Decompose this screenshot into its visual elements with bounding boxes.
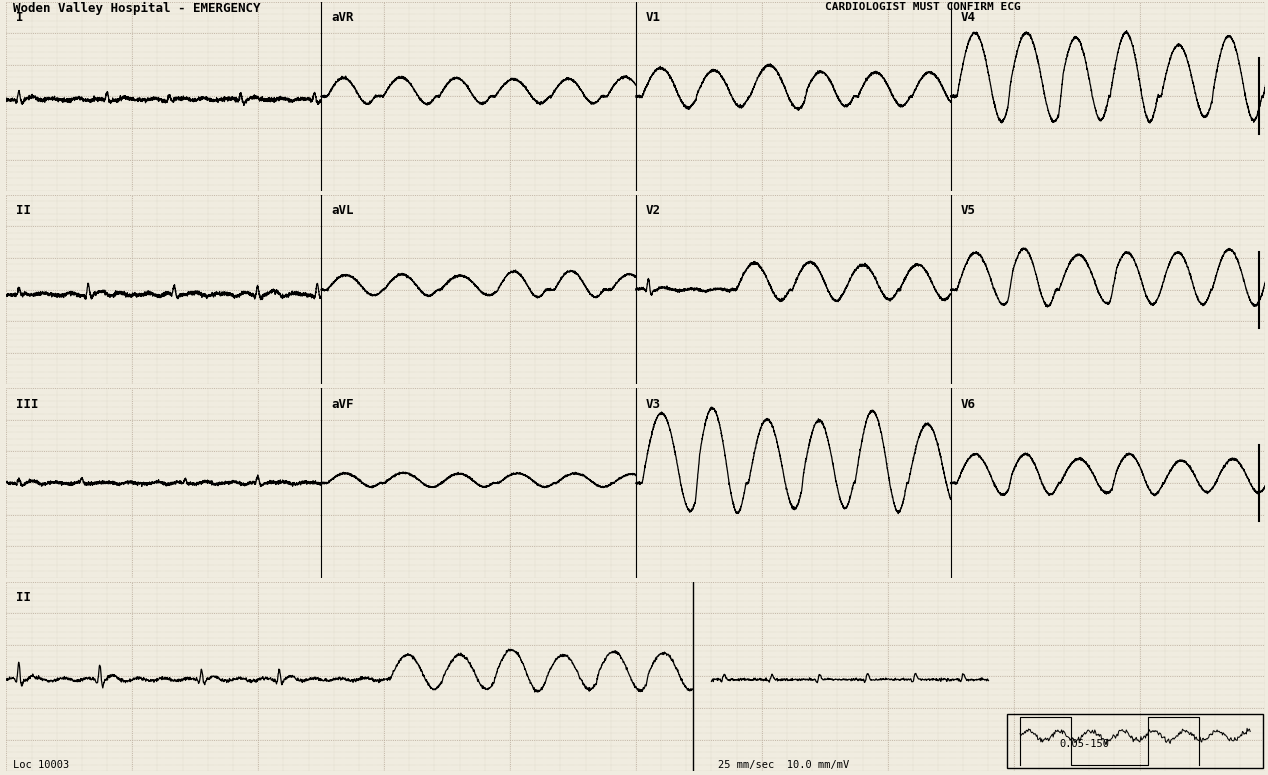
Text: aVF: aVF bbox=[331, 398, 354, 411]
Text: Loc 10003: Loc 10003 bbox=[13, 760, 68, 770]
Text: Woden Valley Hospital - EMERGENCY: Woden Valley Hospital - EMERGENCY bbox=[13, 2, 260, 16]
Text: II: II bbox=[16, 205, 32, 217]
Text: 25 mm/sec  10.0 mm/mV: 25 mm/sec 10.0 mm/mV bbox=[718, 760, 850, 770]
Bar bbox=[1007, 715, 1263, 768]
Text: aVL: aVL bbox=[331, 205, 354, 217]
Text: aVR: aVR bbox=[331, 11, 354, 24]
Text: 0.05-150: 0.05-150 bbox=[1059, 739, 1110, 749]
Text: V5: V5 bbox=[961, 205, 976, 217]
Text: II: II bbox=[16, 591, 32, 604]
Text: V6: V6 bbox=[961, 398, 976, 411]
Text: III: III bbox=[16, 398, 39, 411]
Text: V2: V2 bbox=[645, 205, 661, 217]
Text: CARDIOLOGIST MUST CONFIRM ECG: CARDIOLOGIST MUST CONFIRM ECG bbox=[824, 2, 1021, 12]
Text: V3: V3 bbox=[645, 398, 661, 411]
Text: I: I bbox=[16, 11, 24, 24]
Text: V1: V1 bbox=[645, 11, 661, 24]
Text: V4: V4 bbox=[961, 11, 976, 24]
